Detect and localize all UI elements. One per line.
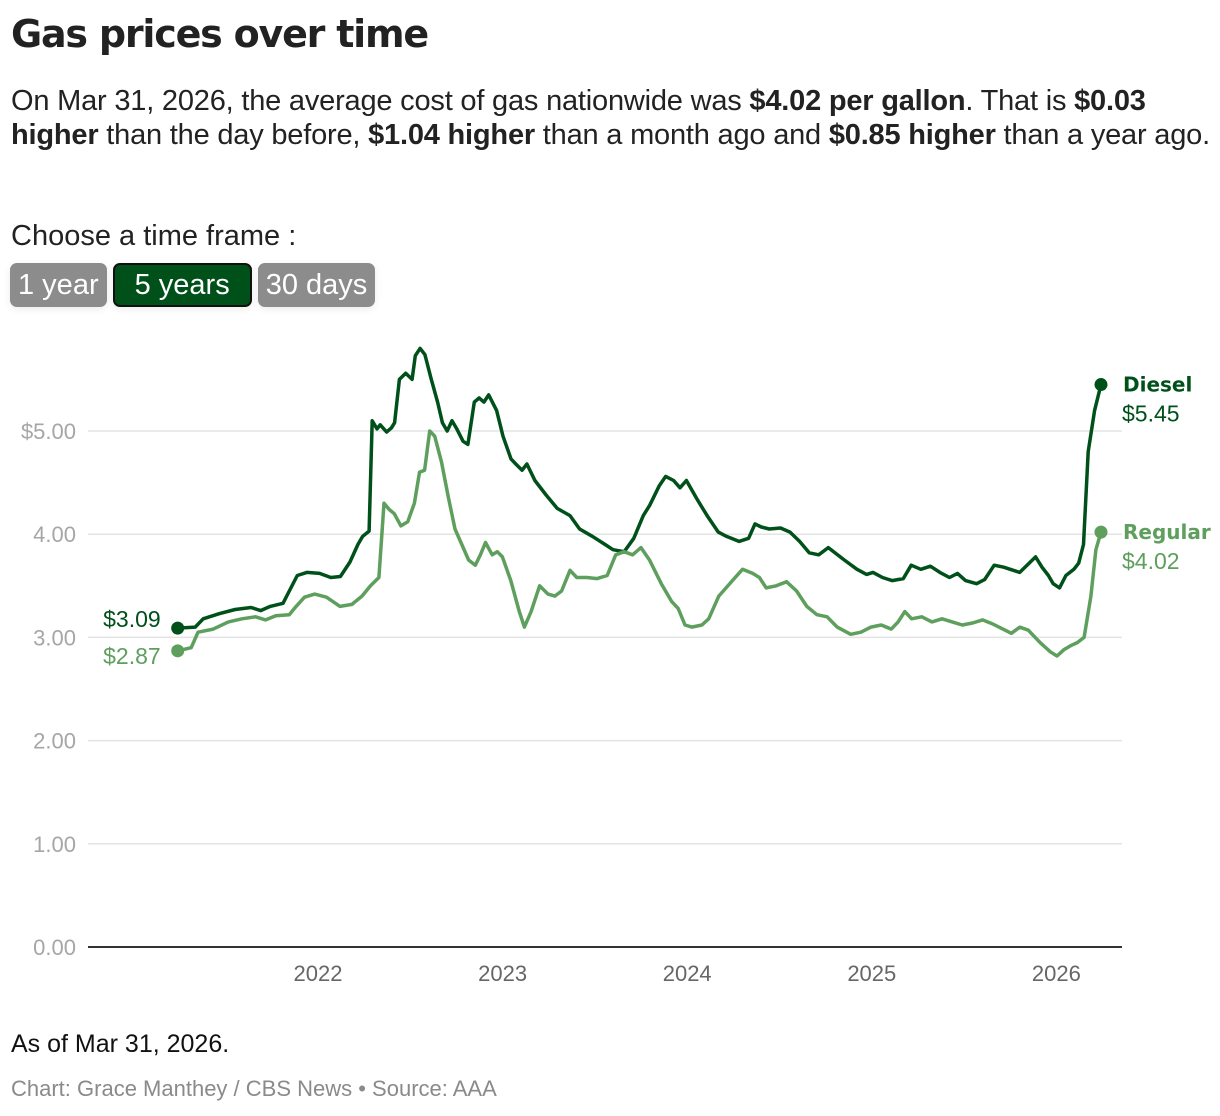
grid-lines: [88, 430, 1122, 948]
chart-credit: Chart: Grace Manthey / CBS News • Source…: [11, 1076, 497, 1101]
time-frame-button-30-days[interactable]: 30 days: [257, 263, 376, 307]
time-frame-button-1-year[interactable]: 1 year: [10, 263, 107, 307]
description-text: than a year ago.: [995, 119, 1211, 151]
time-frame-button-5-years[interactable]: 5 years: [112, 263, 252, 307]
y-tick-label: 2.00: [33, 729, 76, 754]
regular-end-point: [1094, 525, 1108, 539]
y-tick-label: $5.00: [21, 419, 76, 444]
time-frame-selector: 1 year 5 years 30 days: [10, 263, 376, 307]
regular-line: [175, 429, 1103, 658]
x-axis-ticks: 2022 2023 2024 2025 2026: [294, 961, 1081, 986]
highlight-value: $0.85 higher: [828, 119, 996, 151]
description-text: than the day before,: [98, 119, 369, 151]
regular-end-label: $4.02: [1122, 548, 1180, 574]
diesel-line: [175, 346, 1103, 630]
as-of-note: As of Mar 31, 2026.: [11, 1030, 230, 1058]
diesel-end-label: $5.45: [1122, 401, 1180, 427]
diesel-legend-name: Diesel: [1123, 373, 1192, 397]
y-axis-ticks: 0.00 1.00 2.00 3.00 4.00 $5.00: [21, 419, 76, 960]
regular-start-label: $2.87: [103, 643, 161, 669]
regular-legend-name: Regular: [1123, 520, 1211, 544]
time-frame-label: Choose a time frame :: [11, 220, 297, 252]
description-text: than a month ago and: [534, 119, 829, 151]
highlight-value: $4.02 per gallon: [749, 85, 966, 117]
series-lines: [171, 346, 1108, 658]
gas-price-line-chart: 0.001.002.003.004.00$5.00 2022 2023 2024 20…: [21, 346, 1211, 986]
x-tick-label: 2025: [847, 961, 896, 986]
summary-description: On Mar 31, 2026, the average cost of gas…: [11, 84, 1216, 152]
description-text: . That is: [965, 85, 1075, 117]
y-tick-label: 4.00: [33, 522, 76, 547]
y-tick-label: 0.00: [33, 935, 76, 960]
diesel-end-point: [1094, 378, 1108, 392]
highlight-value: $0.03 higher: [11, 85, 1146, 151]
highlight-value: $1.04 higher: [368, 119, 535, 151]
x-tick-label: 2023: [478, 961, 527, 986]
diesel-start-label: $3.09: [103, 606, 161, 632]
y-tick-label: 1.00: [33, 832, 76, 857]
y-tick-label: 3.00: [33, 625, 76, 650]
diesel-start-point: [171, 621, 185, 635]
x-tick-label: 2022: [294, 961, 343, 986]
page-title: Gas prices over time: [11, 12, 429, 56]
x-tick-label: 2024: [663, 961, 712, 986]
x-tick-label: 2026: [1032, 961, 1081, 986]
series-labels: $3.09 Diesel $5.45 $2.87 Regular $4.02: [103, 373, 1211, 669]
description-text: On Mar 31, 2026, the average cost of gas…: [11, 85, 750, 117]
regular-start-point: [171, 644, 185, 658]
